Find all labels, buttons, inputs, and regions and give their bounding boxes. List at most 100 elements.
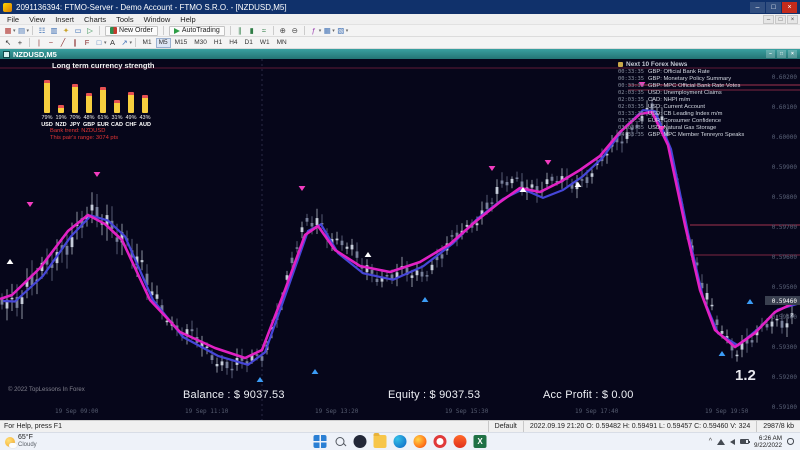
zoom-in-icon[interactable]: ⊕ (279, 26, 286, 35)
autotrading-play-icon (173, 27, 180, 34)
shapes-icon[interactable]: □ (96, 38, 102, 47)
indicators-dropdown-caret[interactable]: ▾ (318, 27, 322, 34)
status-data-size: 2987/8 kb (756, 421, 800, 432)
weather-temperature: 65°F (18, 434, 33, 441)
timeframe-h4-button[interactable]: H4 (229, 39, 238, 46)
timeframe-m15-button[interactable]: M15 (174, 39, 188, 46)
market-watch-icon[interactable]: ☷ (38, 26, 46, 35)
search-taskbar-icon[interactable] (334, 435, 347, 448)
menu-items: File View Insert Charts Tools Window Help (2, 15, 201, 24)
strength-note-1: Bank trend: NZDUSD (50, 128, 106, 134)
maximize-button[interactable]: □ (766, 1, 781, 13)
new-order-button[interactable]: New Order (105, 25, 158, 36)
strength-bar-usd (44, 80, 50, 113)
cursor-icon[interactable]: ↖ (4, 38, 12, 47)
timeframe-m1-button[interactable]: M1 (142, 39, 152, 46)
strength-bar-eur (100, 87, 106, 113)
chart-window-titlebar[interactable]: NZDUSD,M5 – □ × (0, 49, 800, 59)
strength-column-cad: 31% CAD (110, 76, 124, 128)
timeframe-h1-button[interactable]: H1 (213, 39, 223, 46)
fibonacci-icon[interactable]: F (84, 38, 90, 47)
minimize-button[interactable]: – (750, 1, 765, 13)
line-chart-icon[interactable]: ≈ (261, 26, 266, 35)
battery-icon[interactable] (739, 439, 750, 444)
chart-minimize-button[interactable]: – (763, 14, 774, 24)
brave-taskbar-icon[interactable] (453, 435, 467, 448)
text-label-icon[interactable]: A (110, 38, 116, 47)
menu-view[interactable]: View (29, 14, 46, 24)
horizontal-line-icon[interactable]: − (48, 38, 54, 47)
menu-insert[interactable]: Insert (55, 14, 74, 24)
taskbar-apps (313, 433, 487, 448)
periods-icon[interactable]: ▦ (323, 26, 331, 35)
excel-taskbar-icon[interactable] (473, 435, 487, 448)
profiles-dropdown-caret[interactable]: ▾ (26, 27, 30, 34)
status-profile[interactable]: Default (487, 421, 523, 432)
taskview-taskbar-icon[interactable] (353, 435, 367, 448)
news-item: 00:33:35 GBP: MPC Official Bank Rate Vote… (618, 83, 798, 90)
arrows-tool-icon[interactable]: ↗ (121, 38, 128, 47)
data-window-icon[interactable]: ▥ (50, 26, 58, 35)
new-chart-dropdown-caret[interactable]: ▾ (13, 27, 16, 34)
strength-bars: 79% USD 19% NZD 70% JPY 48% GBP 61% EUR 31% CAD 49% C… (40, 76, 180, 128)
crosshair-icon[interactable]: + (17, 38, 23, 47)
arrows-tool-dropdown-caret[interactable]: ▾ (129, 39, 133, 46)
opera-taskbar-icon[interactable] (433, 435, 447, 448)
volume-icon[interactable] (729, 438, 735, 445)
templates-dropdown-caret[interactable]: ▾ (345, 27, 349, 34)
chart-titlebar-restore-icon[interactable]: □ (777, 50, 786, 58)
chart-close-button[interactable]: × (787, 14, 798, 24)
wifi-icon[interactable] (716, 438, 725, 445)
strength-currency: AUD (139, 122, 151, 128)
notification-bell-icon[interactable] (787, 438, 794, 445)
templates-icon[interactable]: ▧ (337, 26, 345, 35)
timeframe-w1-button[interactable]: W1 (259, 39, 270, 46)
chart-restore-button[interactable]: □ (775, 14, 786, 24)
indicators-icon[interactable]: ƒ (311, 26, 316, 35)
strength-currency: CHF (125, 122, 137, 128)
news-panel-title: Next 10 Forex News (626, 61, 688, 68)
news-icon (618, 62, 623, 67)
firefox-taskbar-icon[interactable] (413, 435, 427, 448)
timeframe-m5-button[interactable]: M5 (155, 37, 171, 48)
menu-window[interactable]: Window (143, 14, 171, 24)
chart-canvas[interactable]: 0.60200 0.60100 0.60000 0.59900 0.59800 0.597… (0, 59, 800, 420)
close-button[interactable]: × (782, 1, 797, 13)
bar-chart-icon[interactable]: ∥ (237, 26, 242, 35)
vertical-line-icon[interactable]: | (38, 38, 40, 47)
menu-file[interactable]: File (7, 14, 20, 24)
profiles-icon[interactable]: ▤ (17, 26, 26, 35)
strength-percent: 70% (69, 115, 81, 121)
autotrading-button[interactable]: AutoTrading (168, 25, 225, 36)
strength-bar-nzd (58, 105, 64, 113)
chart-titlebar-close-icon[interactable]: × (788, 50, 797, 58)
shapes-dropdown-caret[interactable]: ▾ (104, 39, 107, 46)
navigator-icon[interactable]: ✦ (62, 26, 70, 35)
new-chart-icon[interactable]: ▦ (4, 26, 12, 35)
menu-tools[interactable]: Tools (116, 14, 134, 24)
terminal-icon[interactable]: ▭ (74, 26, 82, 35)
toolbar-separator (303, 26, 305, 35)
channel-icon[interactable]: ∥ (73, 38, 77, 47)
strength-column-chf: 49% CHF (124, 76, 138, 128)
candlestick-chart-icon[interactable]: ▮ (249, 26, 254, 35)
chart-window-title: NZDUSD,M5 (13, 49, 57, 59)
trendline-icon[interactable]: ╱ (60, 38, 66, 47)
svg-text:0.59200: 0.59200 (772, 374, 798, 381)
taskbar-clock[interactable]: 6:26 AM 9/22/2022 (754, 435, 782, 449)
periods-dropdown-caret[interactable]: ▾ (332, 27, 335, 34)
explorer-taskbar-icon[interactable] (373, 433, 387, 448)
taskbar-weather-widget[interactable]: 65°F Cloudy (0, 434, 150, 449)
menu-help[interactable]: Help (180, 14, 196, 24)
timeframe-d1-button[interactable]: D1 (244, 39, 253, 46)
menu-charts[interactable]: Charts (83, 14, 107, 24)
zoom-out-icon[interactable]: ⊖ (291, 26, 298, 35)
tray-chevron-icon[interactable]: ^ (708, 438, 712, 445)
start-taskbar-icon[interactable] (313, 435, 327, 448)
strategy-tester-icon[interactable]: ▷ (87, 26, 93, 35)
strength-column-eur: 61% EUR (96, 76, 110, 128)
timeframe-mn-button[interactable]: MN (276, 39, 287, 46)
edge-taskbar-icon[interactable] (393, 435, 407, 448)
timeframe-m30-button[interactable]: M30 (194, 39, 207, 46)
chart-titlebar-minimize-icon[interactable]: – (766, 50, 775, 58)
